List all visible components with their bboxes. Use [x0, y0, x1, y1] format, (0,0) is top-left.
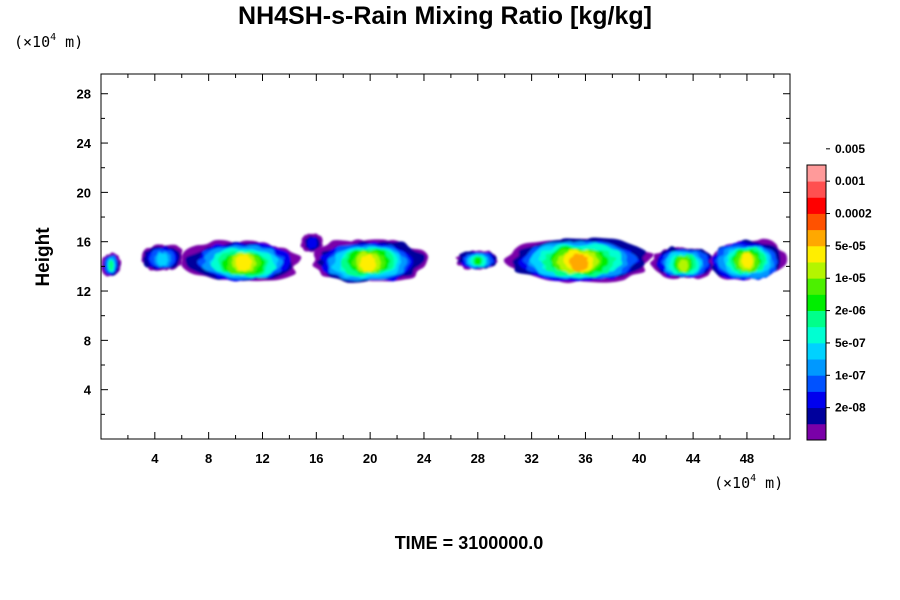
x-tick-label: 16: [309, 451, 323, 466]
x-tick-label: 4: [151, 451, 159, 466]
x-tick-label: 20: [363, 451, 377, 466]
y-tick-label: 28: [77, 87, 91, 102]
cloud-segment: [300, 233, 323, 253]
colorbar-bin: [807, 342, 826, 360]
contour-blob: [109, 259, 114, 271]
colorbar-bin: [807, 310, 826, 328]
contour-blob: [359, 254, 377, 273]
y-axis-unit: (×104 m): [14, 32, 83, 51]
contour-blob: [476, 256, 482, 266]
x-axis: 4 8 12 16 20 24 28 32 36 40 44 48: [127, 74, 775, 466]
time-label: TIME = 3100000.0: [395, 533, 544, 553]
x-axis-unit-prefix: (×10: [714, 474, 750, 492]
contour-blob: [741, 251, 753, 269]
x-tick-label: 32: [524, 451, 538, 466]
y-tick-label: 20: [77, 185, 91, 200]
mixing-ratio-field: [101, 233, 788, 283]
x-tick-label: 40: [632, 451, 646, 466]
chart-title: NH4SH-s-Rain Mixing Ratio [kg/kg]: [238, 2, 652, 30]
contour-blob: [235, 254, 252, 272]
contour-blob: [160, 253, 168, 266]
x-tick-label: 44: [686, 451, 701, 466]
colorbar-bin: [807, 213, 826, 231]
colorbar-bin: [807, 391, 826, 409]
colorbar-bin: [807, 375, 826, 392]
colorbar-bin: [807, 359, 826, 376]
y-axis: 4 8 12 16 20 24 28: [77, 87, 790, 415]
colorbar-label: 0.001: [835, 174, 865, 188]
colorbar-label: 0.005: [835, 142, 865, 156]
y-tick-label: 8: [84, 333, 91, 348]
plot-area: [101, 233, 788, 283]
colorbar-bin: [807, 262, 826, 279]
y-tick-label: 16: [77, 235, 91, 250]
y-axis-unit-suffix: m): [56, 33, 83, 51]
y-axis-title: Height: [33, 227, 54, 287]
y-tick-label: 12: [77, 284, 91, 299]
colorbar-label: 2e-08: [835, 401, 866, 415]
contour-blob: [568, 253, 589, 272]
colorbar-bin: [807, 197, 826, 214]
x-tick-label: 12: [255, 451, 269, 466]
colorbar-label: 5e-05: [835, 239, 866, 253]
cloud-segment: [455, 250, 498, 270]
colorbar-bin: [807, 407, 826, 425]
colorbar-label: 1e-07: [835, 368, 866, 382]
colorbar-label: 0.0002: [835, 207, 872, 221]
x-tick-label: 8: [205, 451, 212, 466]
x-tick-label: 48: [740, 451, 754, 466]
colorbar-label: 2e-06: [835, 304, 866, 318]
x-axis-unit-suffix: m): [756, 474, 783, 492]
y-axis-unit-exponent: 4: [50, 32, 56, 43]
x-tick-label: 28: [471, 451, 485, 466]
y-tick-label: 4: [84, 383, 92, 398]
cloud-segment: [101, 252, 122, 277]
colorbar-label: 1e-05: [835, 271, 866, 285]
x-tick-label: 36: [578, 451, 592, 466]
colorbar-label: 5e-07: [835, 336, 866, 350]
y-axis-unit-prefix: (×10: [14, 33, 50, 51]
colorbar-bin: [807, 245, 826, 263]
cloud-segment: [141, 244, 184, 271]
plot-frame: [100, 73, 791, 440]
cloud-segment: [181, 239, 302, 282]
cloud-segment: [708, 238, 788, 281]
colorbar-frame: [806, 164, 827, 441]
contour-blob: [678, 259, 689, 273]
x-tick-label: 24: [417, 451, 432, 466]
cloud-segment: [650, 246, 715, 280]
x-axis-unit: (×104 m): [714, 473, 783, 492]
y-tick-label: 24: [77, 136, 92, 151]
colorbar-bin: [807, 326, 826, 344]
x-axis-unit-exponent: 4: [750, 473, 756, 484]
colorbar: 2e-08 1e-07 5e-07 2e-06 1e-05 5e-05 0.0002 0.00…: [806, 142, 872, 441]
colorbar-bin: [807, 294, 826, 311]
colorbar-bin: [807, 165, 826, 182]
colorbar-bin: [807, 181, 826, 198]
contour-blob: [310, 237, 318, 249]
colorbar-bin: [807, 423, 826, 441]
cloud-segment: [312, 239, 429, 283]
colorbar-bin: [807, 229, 826, 247]
colorbar-bin: [807, 278, 826, 295]
cloud-segment: [503, 237, 654, 283]
